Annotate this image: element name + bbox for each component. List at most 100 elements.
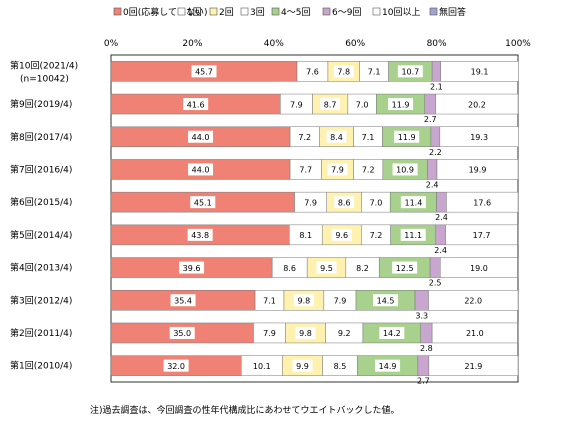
data-label: 2.7 xyxy=(417,377,430,386)
data-label-bg xyxy=(375,359,401,372)
data-label-bg xyxy=(295,228,316,241)
legend-item: 2回 xyxy=(209,7,234,18)
data-label-bg xyxy=(352,98,373,111)
data-label: 2.8 xyxy=(420,344,433,353)
data-label-bg xyxy=(462,326,488,339)
x-tick-label: 0% xyxy=(104,39,119,49)
data-label: 12.5 xyxy=(396,264,414,273)
data-label-bg xyxy=(183,98,209,111)
data-label-bg xyxy=(392,261,418,274)
data-label-bg xyxy=(373,294,399,307)
data-label-bg xyxy=(294,130,315,143)
data-label-bg xyxy=(365,196,386,209)
data-label-bg xyxy=(358,130,379,143)
data-label-bg xyxy=(259,326,280,339)
data-label: 8.5 xyxy=(334,362,347,371)
footnote: 注)過去調査は、今回調査の性年代構成比にあわせてウエイトバックした値。 xyxy=(90,406,400,416)
data-label: 35.4 xyxy=(174,296,192,305)
data-label: 45.1 xyxy=(194,198,212,207)
legend-swatch xyxy=(177,7,186,16)
data-label-bg xyxy=(191,65,217,78)
data-label: 9.8 xyxy=(298,296,311,305)
data-label-bg xyxy=(300,196,321,209)
data-label: 7.2 xyxy=(370,231,383,240)
legend-item: 0回(応募していない) xyxy=(113,6,207,18)
legend-swatch xyxy=(372,7,381,16)
x-tick-label: 40% xyxy=(264,39,284,49)
data-label: 7.9 xyxy=(304,198,317,207)
data-label-bg xyxy=(327,163,348,176)
x-tick-label: 20% xyxy=(182,39,202,49)
data-label: 14.9 xyxy=(379,362,397,371)
legend-swatch xyxy=(113,7,122,16)
bar-segment xyxy=(426,159,438,180)
category-label: 第8回(2017/4) xyxy=(10,131,72,143)
data-label: 44.0 xyxy=(192,133,210,142)
category-label: 第10回(2021/4) xyxy=(10,59,78,71)
legend-item: 1回 xyxy=(177,7,202,18)
data-label: 8.6 xyxy=(338,198,351,207)
x-tick-label: 60% xyxy=(345,39,365,49)
data-label: 7.6 xyxy=(306,68,319,77)
legend-swatch xyxy=(209,7,218,16)
data-label: 19.3 xyxy=(470,133,488,142)
bar-segment xyxy=(420,322,433,344)
legend-swatch xyxy=(429,7,438,16)
data-label: 39.6 xyxy=(183,264,201,273)
bar-segment xyxy=(430,126,441,147)
data-label-bg xyxy=(286,98,307,111)
data-label: 8.7 xyxy=(324,100,337,109)
data-label: 14.2 xyxy=(383,329,401,338)
data-label: 7.9 xyxy=(263,329,276,338)
data-label: 2.1 xyxy=(430,82,443,91)
category-label: 第7回(2016/4) xyxy=(10,163,72,175)
data-label: 11.4 xyxy=(404,198,422,207)
data-label: 2.4 xyxy=(426,180,439,189)
legend-item: 10回以上 xyxy=(372,7,420,18)
data-label: 14.5 xyxy=(377,296,395,305)
data-label-bg xyxy=(188,163,214,176)
data-label-bg xyxy=(460,294,486,307)
data-label-bg xyxy=(331,228,352,241)
data-label: 10.1 xyxy=(253,362,271,371)
data-label-bg xyxy=(169,326,195,339)
plot-area xyxy=(110,54,519,383)
legend-item: 4～5回 xyxy=(271,7,310,18)
legend-label: 3回 xyxy=(250,7,265,18)
bar-segment xyxy=(414,290,429,311)
category-label: 第5回(2014/4) xyxy=(10,229,72,241)
category-label: 第2回(2011/4) xyxy=(10,327,72,339)
legend-item: 3回 xyxy=(240,7,265,18)
data-label-bg xyxy=(333,65,354,78)
data-label-bg xyxy=(400,196,426,209)
data-label: 8.6 xyxy=(283,264,296,273)
legend-label: 2回 xyxy=(219,7,234,18)
data-label: 9.8 xyxy=(299,329,312,338)
x-tick-label: 100% xyxy=(505,39,531,49)
legend-label: 10回以上 xyxy=(382,7,420,18)
data-label-bg xyxy=(190,196,216,209)
data-label-bg xyxy=(316,261,337,274)
data-label: 3.3 xyxy=(415,311,428,320)
data-label: 2.5 xyxy=(429,279,442,288)
category-label: 第1回(2010/4) xyxy=(10,360,72,372)
data-label: 17.7 xyxy=(473,231,491,240)
data-label-bg xyxy=(358,163,379,176)
data-label-bg xyxy=(302,65,323,78)
data-label: 7.1 xyxy=(368,68,381,77)
data-label: 19.1 xyxy=(471,68,489,77)
data-label: 41.6 xyxy=(187,100,205,109)
data-label: 11.9 xyxy=(398,133,416,142)
data-label-bg xyxy=(466,130,492,143)
data-label: 10.9 xyxy=(396,166,414,175)
data-label: 2.4 xyxy=(434,246,447,255)
stacked-bar-chart: 0回(応募していない)1回 2回 3回 4～5回 6～9回 10回以上 無回答 0% 20% 40… xyxy=(10,6,531,386)
category-label: 第3回(2012/4) xyxy=(10,294,72,306)
data-label-bg xyxy=(293,294,314,307)
data-label-bg xyxy=(465,163,491,176)
data-label-bg xyxy=(279,261,300,274)
category-label: 第6回(2015/4) xyxy=(10,196,72,208)
data-label: 32.0 xyxy=(167,362,185,371)
data-label-bg xyxy=(320,98,341,111)
legend-label: 4～5回 xyxy=(281,7,310,18)
